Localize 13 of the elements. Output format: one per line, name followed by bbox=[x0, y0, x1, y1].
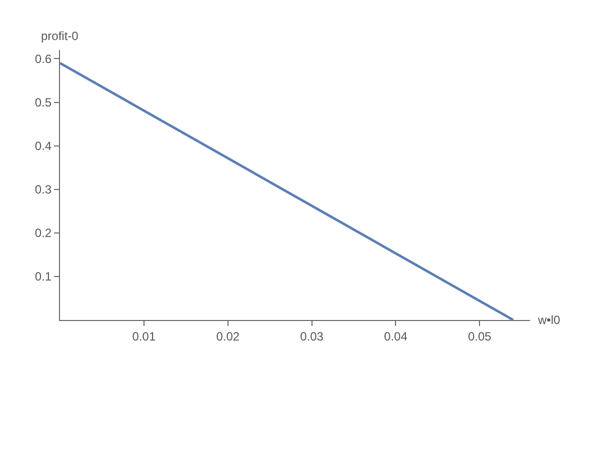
y-tick-label: 0.1 bbox=[34, 270, 52, 284]
y-tick-label: 0.3 bbox=[34, 182, 52, 197]
x-tick-label: 0.02 bbox=[216, 329, 240, 344]
y-tick-label: 0.4 bbox=[34, 139, 52, 154]
x-tick-label: 0.05 bbox=[468, 329, 492, 344]
y-tick-label: 0.5 bbox=[34, 95, 52, 110]
y-axis-title: profit-0 bbox=[41, 29, 79, 43]
x-tick-label: 0.01 bbox=[132, 329, 156, 344]
x-axis-title: w•l0 bbox=[537, 313, 561, 327]
x-tick-label: 0.03 bbox=[300, 329, 324, 344]
y-tick-label: 0.6 bbox=[34, 52, 52, 66]
y-tick-label: 0.2 bbox=[34, 226, 52, 240]
x-tick-label: 0.04 bbox=[384, 329, 408, 344]
